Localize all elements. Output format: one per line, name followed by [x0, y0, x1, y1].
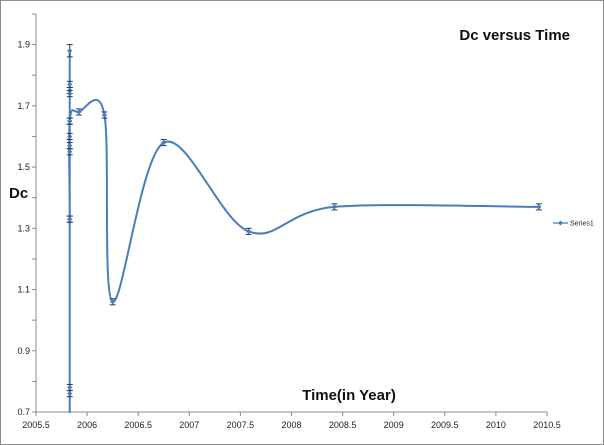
axes	[32, 13, 548, 416]
data-point	[536, 204, 542, 210]
x-tick-label: 2007	[179, 420, 199, 430]
x-axis-title: Time(in Year)	[302, 387, 396, 404]
series-line	[68, 50, 539, 413]
data-point	[67, 391, 73, 397]
x-tick-label: 2010	[486, 420, 506, 430]
x-tick-label: 2006	[77, 420, 97, 430]
legend-label: Series1	[570, 221, 594, 228]
x-tick-label: 2008	[281, 420, 301, 430]
legend-marker	[558, 220, 563, 226]
data-point	[67, 118, 73, 124]
y-tick-label: 1.9	[17, 40, 30, 50]
chart-title: Dc versus Time	[459, 27, 570, 44]
x-tick-label: 2009	[384, 420, 404, 430]
data-point	[67, 216, 73, 222]
data-point	[67, 143, 73, 149]
x-tick-label: 2010.5	[533, 420, 561, 430]
series-layer	[66, 44, 542, 413]
data-point	[245, 228, 252, 234]
data-point	[67, 91, 73, 97]
legend: Series1	[553, 220, 594, 228]
data-point	[76, 109, 82, 115]
x-tick-label: 2006.5	[124, 420, 152, 430]
data-point	[67, 133, 73, 140]
x-tick-label: 2009.5	[431, 420, 459, 430]
x-tick-label: 2005.5	[22, 420, 50, 430]
y-tick-label: 0.7	[17, 407, 30, 417]
y-tick-label: 1.5	[17, 162, 30, 172]
data-point	[67, 81, 73, 88]
data-point	[110, 299, 116, 305]
data-point	[67, 48, 73, 54]
data-point	[67, 149, 73, 155]
data-point	[101, 112, 108, 118]
y-tick-label: 1.3	[17, 223, 30, 233]
y-tick-label: 1.7	[17, 101, 30, 111]
y-tick-label: 0.9	[17, 346, 30, 356]
x-tick-label: 2007.5	[227, 420, 255, 430]
data-point	[161, 139, 167, 146]
data-point	[331, 204, 338, 210]
tick-labels: 0.7 0.9 1.1 1.3 1.5 1.7 1.9 2005.5 2006 2006.5 200…	[17, 40, 560, 430]
data-point	[67, 384, 73, 391]
y-axis-title: Dc	[9, 185, 28, 202]
x-tick-label: 2008.5	[329, 420, 357, 430]
y-tick-label: 1.1	[17, 285, 30, 295]
